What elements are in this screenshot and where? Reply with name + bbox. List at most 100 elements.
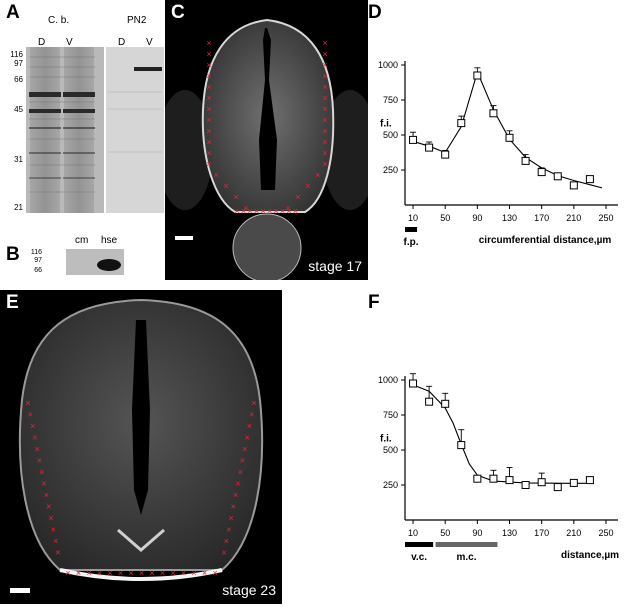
y-tick-label: 250 [383,165,398,175]
measure-mark: × [223,181,228,191]
measure-mark: × [53,536,58,546]
measure-mark: × [30,421,35,431]
measure-mark: × [234,206,239,216]
measure-mark: × [206,159,211,169]
measure-mark: × [240,456,245,466]
data-point [537,478,546,487]
measure-mark: × [149,568,154,578]
measure-mark: × [247,421,252,431]
stage-label-e: stage 23 [222,582,276,598]
x-tick-label: 130 [502,213,517,223]
y-axis-label: f.i. [380,434,392,445]
measure-mark: × [97,568,102,578]
measure-mark: × [206,93,211,103]
measure-mark: × [322,115,327,125]
measure-mark: × [315,170,320,180]
measure-mark: × [305,181,310,191]
data-point [585,476,594,485]
fit-curve [412,70,603,189]
measure-mark: × [322,93,327,103]
data-point [569,478,578,487]
mw-marker: 116 [30,249,42,256]
measure-mark: × [226,525,231,535]
floor-plate-bar [405,227,418,232]
measure-mark: × [170,568,175,578]
x-tick-label: 170 [534,528,549,538]
x-tick-label: 210 [566,528,581,538]
marginal-commissure-bar-label: m.c. [456,552,476,563]
measure-mark: × [322,60,327,70]
measure-mark: × [206,71,211,81]
measure-mark: × [139,568,144,578]
x-tick-label: 130 [502,528,517,538]
data-point [505,133,514,142]
x-tick-label: 250 [598,528,613,538]
data-point [425,143,434,152]
measure-mark: × [28,410,33,420]
x-tick-label: 170 [534,213,549,223]
x-tick-label: 250 [598,213,613,223]
measure-mark: × [322,159,327,169]
panel-e: × × × × × × × × × × × × × × × × × × × × × × × × × × × × × × × × × × × × × × × ×… [0,290,282,604]
blot-group-label-pn2: PN2 [127,15,147,26]
measure-mark: × [322,38,327,48]
measure-mark: × [41,479,46,489]
data-point [521,156,530,165]
ventral-commissure-bar-label: v.c. [411,552,427,563]
measure-mark: × [221,548,226,558]
measure-mark: × [206,82,211,92]
micrograph-e: × ×× ×× ×× ×× ×× ×× ×× ×× ×× ×× ×× ×× ×× ×× × × × × × × × × × × ×… [10,298,264,593]
blot-image-b [66,249,124,275]
measure-mark: × [285,203,290,213]
measure-mark: × [32,433,37,443]
data-point [489,474,498,483]
chart-d: 250 500 750 1000 10 50 90 130 170 210 250 f.i. circu… [378,60,618,248]
mw-marker: 66 [14,75,23,84]
measure-mark: × [212,568,217,578]
data-point [409,135,418,144]
measure-mark: × [233,192,238,202]
measure-mark: × [322,49,327,59]
measure-mark: × [37,456,42,466]
x-tick-label: 50 [440,528,450,538]
micrograph-c: ××××××××××××××××× × × × × × × × × ×××××××××××××××… [157,18,378,283]
measure-mark: × [244,433,249,443]
ventral-commissure-bar [405,542,434,547]
measure-mark: × [231,502,236,512]
mw-marker: 97 [34,257,42,264]
x-tick-label: 90 [472,528,482,538]
lane-label-v1: V [66,37,73,48]
marginal-commissure-bar [435,542,498,547]
measure-mark: × [39,467,44,477]
y-tick-label: 750 [383,410,398,420]
measure-mark: × [206,148,211,158]
measure-mark: × [25,398,30,408]
x-tick-label: 210 [566,213,581,223]
x-axis-label: circumferential distance,µm [479,235,612,246]
measure-mark: × [280,206,285,216]
measure-mark: × [206,49,211,59]
panel-label-c: C [171,2,185,23]
stage-label-c: stage 17 [308,258,362,274]
lane-label-d1: D [38,37,46,48]
measure-mark: × [251,398,256,408]
chart-f: 250 500 750 1000 10 50 90 130 170 210 250 f.i. dista… [378,373,619,563]
measure-mark: × [224,536,229,546]
measure-mark: × [76,568,81,578]
measure-mark: × [233,490,238,500]
lane-label-v2: V [146,37,153,48]
data-point [489,109,498,118]
floor-plate-bar-label: f.p. [404,237,419,248]
measure-mark: × [322,82,327,92]
y-tick-label: 1000 [378,375,398,385]
measure-mark: × [206,60,211,70]
data-point [441,150,450,159]
y-tick-label: 500 [383,130,398,140]
measure-mark: × [267,206,272,216]
y-tick-label: 250 [383,480,398,490]
data-point [585,175,594,184]
data-point [473,71,482,80]
measure-mark: × [202,568,207,578]
x-tick-label: 10 [408,528,418,538]
data-point [553,483,562,492]
